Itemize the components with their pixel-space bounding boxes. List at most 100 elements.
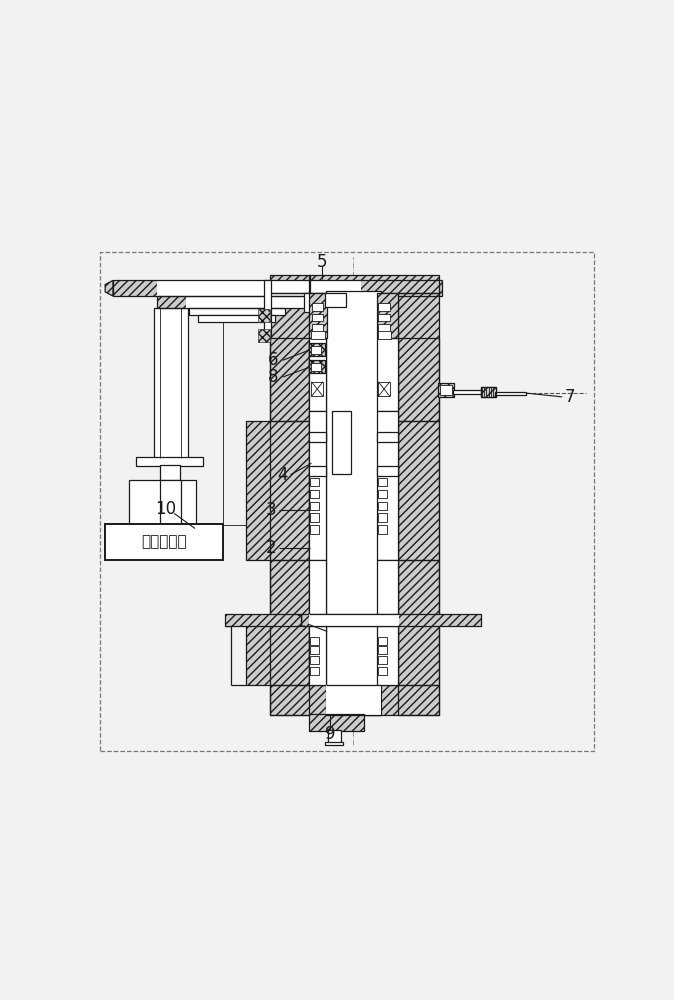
Text: 7: 7 [565, 388, 576, 406]
Bar [309, 466, 326, 476]
Text: 10: 10 [154, 500, 176, 518]
Bar [378, 331, 391, 339]
Bar [377, 293, 398, 338]
Bar [377, 432, 398, 442]
Bar [309, 275, 439, 293]
Text: 主控制机构: 主控制机构 [141, 535, 187, 550]
Text: 6: 6 [268, 351, 278, 369]
Bar [311, 312, 359, 318]
Bar [158, 296, 361, 308]
Bar [270, 275, 311, 293]
Bar [310, 637, 319, 645]
Bar [398, 421, 439, 560]
Bar [310, 667, 319, 675]
Bar [113, 280, 442, 296]
Bar [246, 625, 309, 685]
Bar [378, 637, 388, 645]
Bar [398, 421, 439, 560]
Text: 3: 3 [266, 501, 276, 519]
Bar [398, 338, 439, 421]
Bar [309, 625, 326, 685]
Bar [310, 525, 319, 534]
Bar [129, 480, 195, 536]
Bar [398, 293, 439, 715]
Bar [309, 714, 364, 731]
Bar [325, 742, 343, 745]
Bar [398, 293, 439, 715]
Polygon shape [105, 280, 113, 296]
Bar [270, 338, 309, 421]
Bar [309, 343, 325, 356]
Bar [189, 308, 285, 315]
Bar [377, 293, 398, 338]
Bar [270, 275, 311, 293]
Bar [481, 387, 496, 397]
Bar [398, 338, 439, 421]
Bar [398, 625, 439, 685]
Bar [246, 625, 309, 685]
Bar [309, 360, 325, 373]
Bar [378, 303, 390, 311]
Bar [270, 293, 309, 715]
Bar [377, 466, 398, 476]
Bar [378, 478, 388, 486]
Bar [225, 614, 481, 626]
Bar [186, 296, 332, 308]
Bar [378, 314, 390, 321]
Bar [309, 275, 439, 293]
Bar [398, 560, 439, 615]
Bar [270, 560, 309, 615]
Text: 2: 2 [266, 539, 276, 557]
Bar [310, 490, 319, 498]
Bar [377, 560, 398, 615]
Bar [309, 614, 399, 626]
Bar [310, 646, 319, 654]
Bar [137, 457, 204, 466]
Bar [160, 465, 180, 480]
Bar [310, 656, 319, 664]
Bar [135, 536, 189, 547]
Bar [452, 390, 484, 394]
Bar [198, 315, 276, 322]
Bar [312, 324, 324, 332]
Bar [309, 293, 327, 338]
Bar [270, 338, 309, 421]
Bar [310, 502, 319, 510]
Bar [309, 343, 325, 356]
Text: 4: 4 [278, 466, 288, 484]
Bar [303, 293, 367, 312]
Bar [309, 432, 326, 442]
Bar [378, 490, 388, 498]
Bar [154, 308, 187, 458]
Bar [270, 685, 439, 715]
Bar [309, 293, 327, 338]
Bar [495, 392, 526, 395]
Polygon shape [129, 536, 195, 547]
Bar [310, 478, 319, 486]
Bar [377, 411, 398, 560]
Bar [378, 324, 390, 332]
Bar [398, 625, 439, 685]
Bar [311, 382, 323, 396]
Bar [398, 560, 439, 615]
Bar [309, 338, 326, 411]
Bar [311, 363, 321, 371]
Text: 5: 5 [317, 253, 327, 271]
Bar [438, 383, 454, 397]
Bar [378, 525, 388, 534]
Bar [257, 329, 270, 342]
Text: 9: 9 [324, 725, 335, 743]
Bar [325, 293, 346, 307]
Bar [441, 385, 452, 395]
Bar [378, 513, 388, 522]
Bar [377, 338, 398, 411]
Bar [257, 309, 270, 322]
Bar [332, 411, 350, 474]
Bar [326, 291, 381, 715]
Bar [378, 656, 388, 664]
Bar [225, 614, 481, 626]
Bar [270, 293, 309, 715]
Bar [309, 411, 326, 560]
Bar [311, 346, 321, 354]
Bar [309, 360, 325, 373]
